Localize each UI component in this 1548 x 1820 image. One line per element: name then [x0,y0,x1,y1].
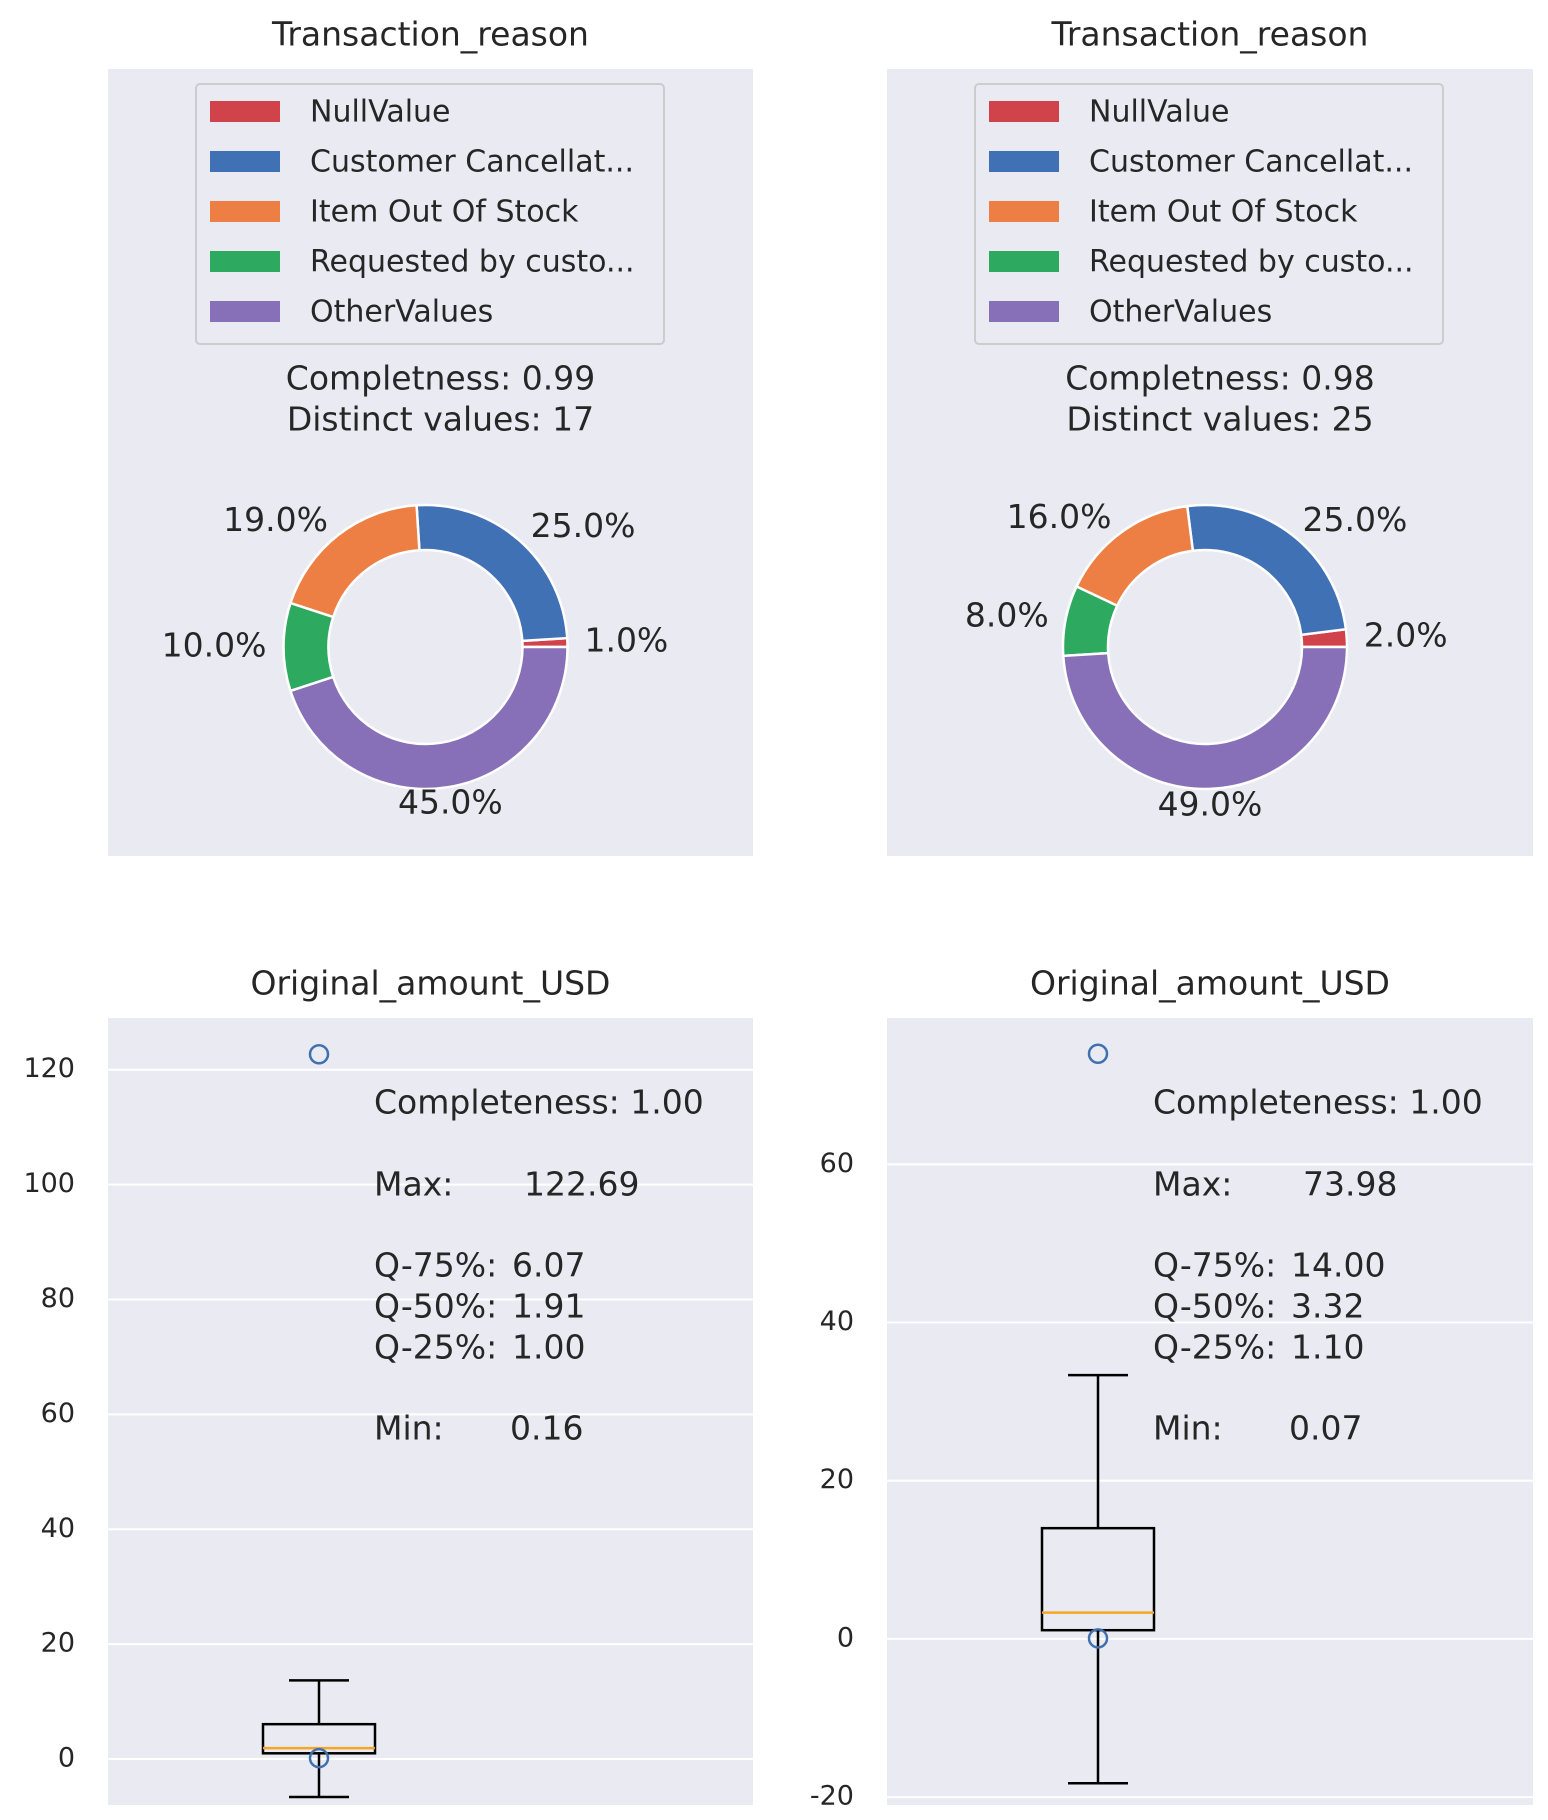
stat-value: 1.00 [512,1328,585,1367]
iqr-box [261,1722,377,1755]
legend-swatch [210,101,280,122]
stat-label: Max: [1153,1165,1232,1204]
legend-entry: NullValue [310,95,451,130]
stat-value: 1.91 [512,1287,585,1326]
chart-title: Transaction_reason [1051,15,1369,54]
stat-value: 1.10 [1291,1328,1364,1367]
y-tick-label: -20 [810,1781,854,1812]
chart-title: Transaction_reason [271,15,589,54]
legend-swatch [989,101,1059,122]
pie-chart-2: Transaction_reason NullValue Customer Canc… [887,15,1533,856]
legend-swatch [989,201,1059,222]
legend-entry: Requested by custo... [310,245,635,280]
y-tick-label: 120 [23,1053,75,1084]
slice-label: 25.0% [1302,500,1407,539]
stat-label: Min: [1153,1409,1223,1448]
info-text: Distinct values: 25 [1066,400,1373,439]
legend-swatch [210,201,280,222]
legend-entry: OtherValues [1089,295,1272,330]
legend-entry: Item Out Of Stock [310,195,579,230]
y-tick-label: 80 [41,1283,75,1314]
legend-swatch [989,251,1059,272]
flier-point [308,1747,330,1769]
slice-label: 25.0% [531,506,636,545]
y-tick-label: 40 [820,1306,854,1337]
y-tick-label: 60 [820,1148,854,1179]
info-text: Completness: 0.98 [1065,359,1374,398]
legend-frame [195,83,665,345]
y-tick-label: 0 [58,1743,75,1774]
flier-point [1087,1628,1109,1649]
slice-label: 1.0% [584,621,668,660]
info-text: Completness: 0.99 [286,359,595,398]
y-tick-label: 20 [41,1628,75,1659]
legend-entry: Requested by custo... [1089,245,1414,280]
legend-entry: OtherValues [310,295,493,330]
slice-label: 49.0% [1158,784,1263,823]
stat-label: Min: [374,1409,444,1448]
slice-label: 10.0% [162,626,267,665]
pie-slice [282,601,335,693]
stat-label: Completeness: 1.00 [1153,1083,1483,1122]
pie-slice [1061,645,1349,791]
slice-label: 45.0% [398,783,503,822]
legend-swatch [210,151,280,172]
flier-point [1087,1043,1109,1065]
stat-value: 122.69 [524,1165,639,1204]
legend-frame [974,83,1444,345]
legend-entry: Customer Cancellat... [310,145,634,180]
legend-entry: Item Out Of Stock [1089,195,1358,230]
stat-label: Q-75%: [374,1246,497,1285]
slice-label: 19.0% [223,500,328,539]
pie-chart-1: Transaction_reason NullValue Customer Canc… [108,15,753,856]
stat-value: 0.16 [510,1409,583,1448]
flier-point [308,1043,330,1065]
slice-label: 16.0% [1007,497,1112,536]
y-tick-label: 0 [837,1622,854,1653]
pie-slice [288,645,569,791]
plot-area [108,1018,753,1805]
legend: NullValue Customer Cancellat... Item Out O… [195,83,665,345]
stat-label: Q-50%: [1153,1287,1276,1326]
stat-label: Max: [374,1165,453,1204]
info-text: Distinct values: 17 [287,400,594,439]
stat-label: Completeness: 1.00 [374,1083,704,1122]
y-tick-label: 20 [820,1464,854,1495]
stat-label: Q-75%: [1153,1246,1276,1285]
box-plot-1: Original_amount_USD 0 20 40 60 80 100 120 Comple… [23,964,753,1805]
legend-entry: Customer Cancellat... [1089,145,1413,180]
stat-label: Q-25%: [1153,1328,1276,1367]
slice-label: 2.0% [1364,616,1448,655]
chart-title: Original_amount_USD [251,964,611,1003]
legend-entry: NullValue [1089,95,1230,130]
stat-value: 0.07 [1289,1409,1362,1448]
legend: NullValue Customer Cancellat... Item Out O… [974,83,1444,345]
legend-swatch [989,301,1059,322]
chart-title: Original_amount_USD [1030,964,1390,1003]
stat-value: 3.32 [1291,1287,1364,1326]
box-plot-2: Original_amount_USD -20 0 20 40 60 Completenes… [810,964,1533,1812]
legend-swatch [210,301,280,322]
plot-area [887,1018,1533,1805]
legend-swatch [210,251,280,272]
y-tick-label: 40 [41,1513,75,1544]
stat-label: Q-25%: [374,1328,497,1367]
y-tick-label: 60 [41,1398,75,1429]
stat-value: 73.98 [1303,1165,1397,1204]
legend-swatch [989,151,1059,172]
stat-label: Q-50%: [374,1287,497,1326]
y-tick-label: 100 [23,1168,75,1199]
stat-value: 14.00 [1291,1246,1385,1285]
stat-value: 6.07 [512,1246,585,1285]
slice-label: 8.0% [965,596,1049,635]
